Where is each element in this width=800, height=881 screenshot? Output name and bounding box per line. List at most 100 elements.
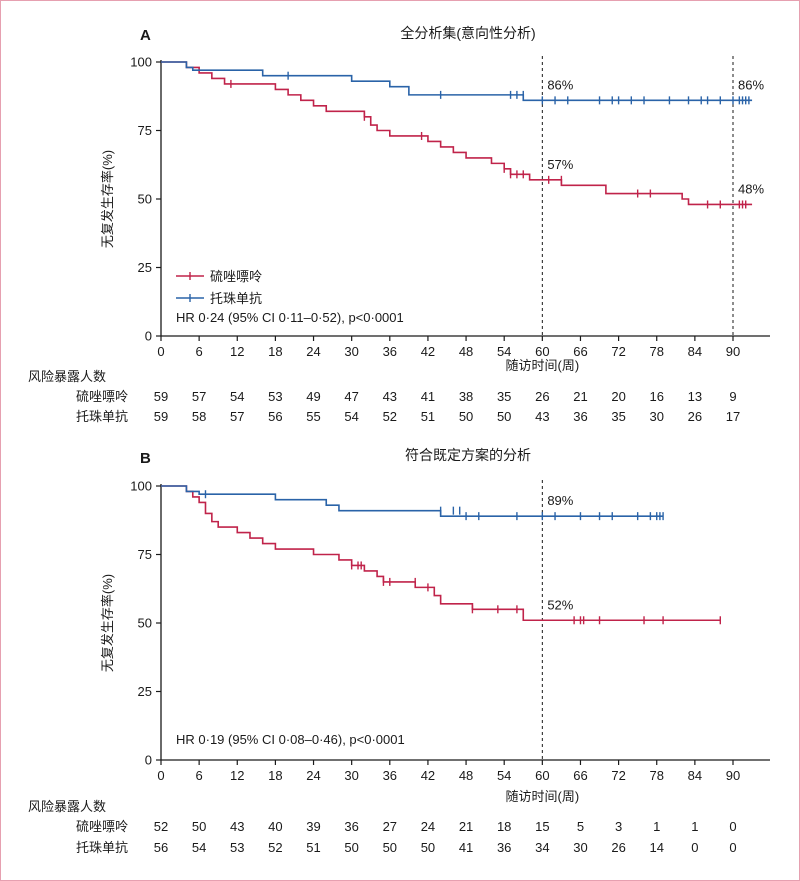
risk-value: 59 [154,409,168,424]
x-tick-label: 90 [726,768,740,783]
x-tick-label: 54 [497,344,511,359]
y-tick-label: 0 [145,329,152,344]
x-tick-label: 30 [344,768,358,783]
y-tick-label: 50 [138,616,152,631]
risk-value: 17 [726,409,740,424]
risk-row-label: 硫唑嘌呤 [76,819,128,834]
x-tick-label: 0 [157,344,164,359]
risk-value: 50 [344,840,358,855]
y-axis-title: 无复发生存率(%) [100,150,115,248]
x-tick-label: 6 [196,344,203,359]
x-tick-label: 72 [611,344,625,359]
series-line [161,485,721,622]
risk-value: 0 [691,840,698,855]
risk-value: 36 [573,409,587,424]
panel-title: 符合既定方案的分析 [405,447,531,463]
x-tick-label: 18 [268,768,282,783]
risk-value: 36 [497,840,511,855]
risk-value: 50 [383,840,397,855]
x-tick-label: 36 [383,344,397,359]
risk-value: 54 [192,840,206,855]
x-tick-label: 54 [497,768,511,783]
risk-value: 43 [230,819,244,834]
risk-table-header: 风险暴露人数 [28,369,106,384]
percent-label: 89% [547,493,573,508]
risk-value: 53 [268,389,282,404]
y-tick-label: 100 [130,479,152,494]
series-line [161,485,664,517]
x-tick-label: 0 [157,768,164,783]
risk-value: 54 [344,409,358,424]
risk-value: 27 [383,819,397,834]
risk-row-label: 托珠单抗 [76,409,128,424]
series-line [161,61,753,102]
risk-value: 52 [268,840,282,855]
x-tick-label: 78 [649,768,663,783]
y-tick-label: 25 [138,684,152,699]
x-tick-label: 6 [196,768,203,783]
x-axis-title: 随访时间(周) [505,358,579,373]
risk-value: 47 [344,389,358,404]
percent-label: 57% [547,157,573,172]
x-tick-label: 78 [649,344,663,359]
risk-value: 21 [459,819,473,834]
x-tick-label: 48 [459,768,473,783]
y-tick-label: 75 [138,547,152,562]
risk-value: 14 [649,840,663,855]
risk-value: 18 [497,819,511,834]
risk-value: 35 [611,409,625,424]
hazard-ratio-text: HR 0·19 (95% CI 0·08–0·46), p<0·0001 [176,732,405,747]
risk-value: 26 [611,840,625,855]
risk-value: 26 [688,409,702,424]
x-tick-label: 60 [535,768,549,783]
x-tick-label: 12 [230,768,244,783]
hazard-ratio-text: HR 0·24 (95% CI 0·11–0·52), p<0·0001 [176,310,404,325]
risk-value: 50 [421,840,435,855]
panel-title: 全分析集(意向性分析) [400,25,535,41]
risk-value: 51 [306,840,320,855]
risk-value: 56 [268,409,282,424]
y-tick-label: 75 [138,123,152,138]
series-line [161,61,753,206]
x-tick-label: 24 [306,344,320,359]
x-tick-label: 66 [573,344,587,359]
risk-value: 59 [154,389,168,404]
risk-value: 26 [535,389,549,404]
x-tick-label: 48 [459,344,473,359]
y-tick-label: 25 [138,260,152,275]
risk-value: 54 [230,389,244,404]
panel-letter: A [140,27,151,44]
risk-value: 38 [459,389,473,404]
percent-label: 48% [738,181,764,196]
y-tick-label: 50 [138,192,152,207]
risk-value: 34 [535,840,549,855]
risk-value: 3 [615,819,622,834]
risk-value: 16 [649,389,663,404]
x-tick-label: 24 [306,768,320,783]
risk-value: 0 [729,819,736,834]
risk-row-label: 硫唑嘌呤 [76,389,128,404]
risk-value: 13 [688,389,702,404]
risk-value: 1 [691,819,698,834]
risk-value: 57 [192,389,206,404]
risk-value: 57 [230,409,244,424]
x-tick-label: 42 [421,344,435,359]
risk-table-header: 风险暴露人数 [28,799,106,814]
risk-value: 1 [653,819,660,834]
x-tick-label: 12 [230,344,244,359]
risk-value: 30 [573,840,587,855]
x-tick-label: 66 [573,768,587,783]
panel-letter: B [140,450,151,467]
risk-value: 41 [421,389,435,404]
risk-value: 58 [192,409,206,424]
risk-value: 52 [154,819,168,834]
risk-value: 49 [306,389,320,404]
risk-value: 50 [459,409,473,424]
percent-label: 86% [738,77,764,92]
risk-value: 52 [383,409,397,424]
